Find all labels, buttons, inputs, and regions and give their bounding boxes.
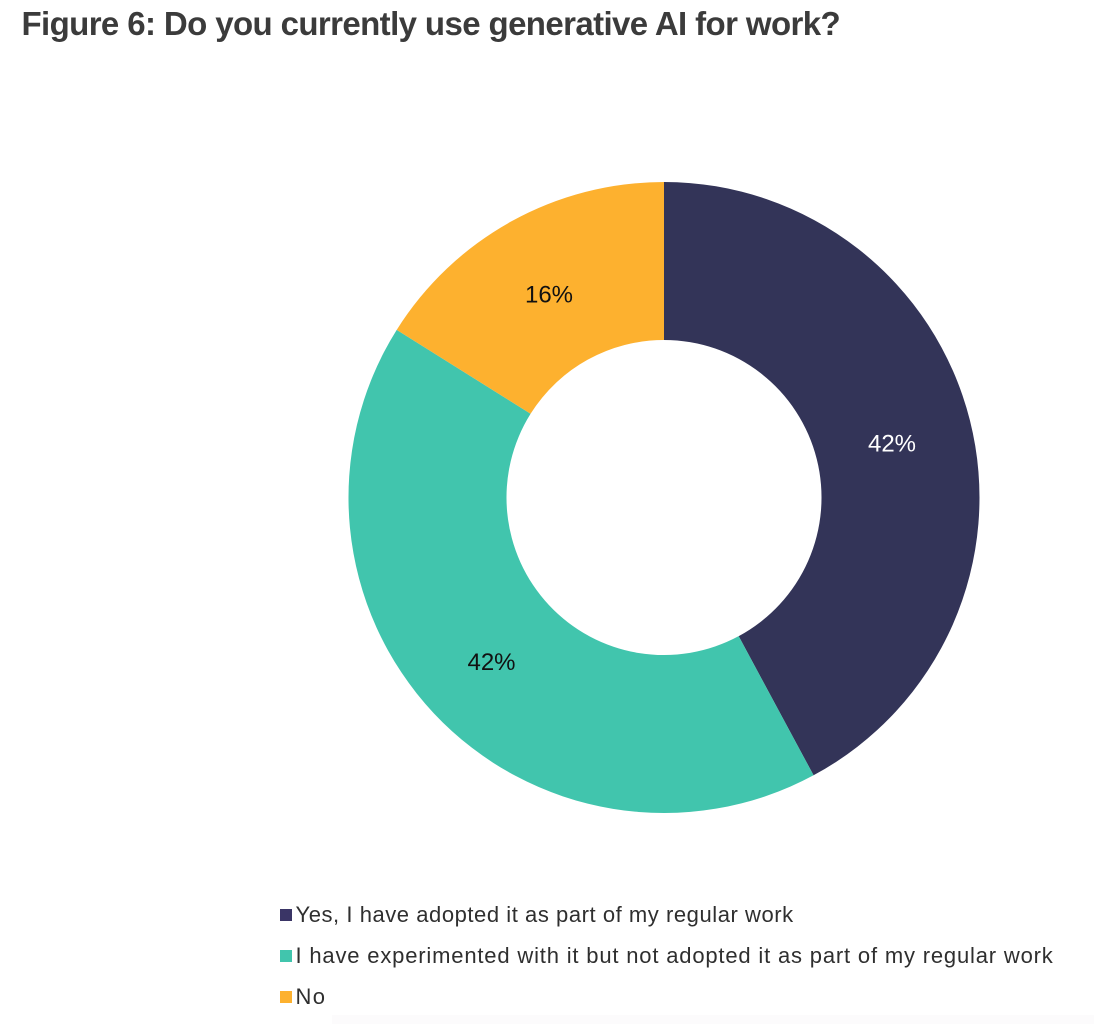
svg-text:42%: 42%: [467, 649, 515, 676]
svg-text:42%: 42%: [868, 431, 916, 458]
svg-text:16%: 16%: [525, 282, 573, 309]
